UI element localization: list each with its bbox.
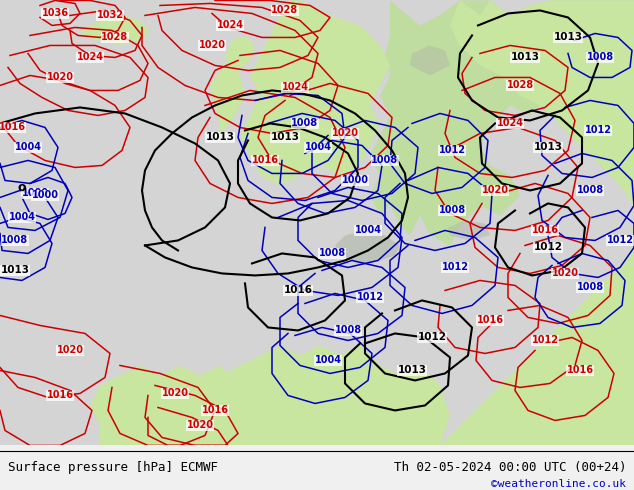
Text: 1028: 1028 bbox=[507, 80, 534, 91]
Text: 1032: 1032 bbox=[96, 10, 124, 21]
Text: 1020: 1020 bbox=[332, 128, 358, 139]
Text: Th 02-05-2024 00:00 UTC (00+24): Th 02-05-2024 00:00 UTC (00+24) bbox=[394, 461, 626, 473]
Text: 1020: 1020 bbox=[481, 185, 508, 196]
Text: 1024: 1024 bbox=[216, 21, 243, 30]
Text: 1016: 1016 bbox=[567, 366, 593, 375]
Text: 1012: 1012 bbox=[607, 236, 633, 245]
Text: 1008: 1008 bbox=[439, 205, 465, 216]
Text: 1004: 1004 bbox=[354, 225, 382, 236]
Text: 1012: 1012 bbox=[533, 243, 562, 252]
Text: 1016: 1016 bbox=[0, 122, 25, 132]
Text: 1020: 1020 bbox=[46, 73, 74, 82]
Polygon shape bbox=[240, 0, 390, 185]
Text: Surface pressure [hPa] ECMWF: Surface pressure [hPa] ECMWF bbox=[8, 461, 217, 473]
Text: 1000: 1000 bbox=[32, 191, 58, 200]
Text: 1024: 1024 bbox=[77, 52, 103, 62]
Polygon shape bbox=[440, 0, 634, 445]
Text: 1013: 1013 bbox=[1, 266, 30, 275]
Text: 1020: 1020 bbox=[552, 269, 578, 278]
Text: 1016: 1016 bbox=[531, 225, 559, 236]
Text: 1012: 1012 bbox=[418, 332, 446, 343]
Text: 1008: 1008 bbox=[372, 155, 399, 166]
Text: 1008: 1008 bbox=[335, 325, 361, 336]
Text: 1004: 1004 bbox=[304, 143, 332, 152]
Text: 1008: 1008 bbox=[576, 185, 604, 196]
Polygon shape bbox=[410, 46, 450, 75]
Polygon shape bbox=[448, 220, 490, 241]
Text: 1013: 1013 bbox=[533, 143, 562, 152]
Text: 1013: 1013 bbox=[271, 132, 299, 143]
Text: 1008: 1008 bbox=[586, 52, 614, 62]
Polygon shape bbox=[210, 60, 245, 135]
Text: ©weatheronline.co.uk: ©weatheronline.co.uk bbox=[491, 479, 626, 489]
Text: 1012: 1012 bbox=[585, 125, 612, 135]
Text: 1000: 1000 bbox=[22, 189, 48, 198]
Text: 1024: 1024 bbox=[496, 119, 524, 128]
Text: 1000: 1000 bbox=[342, 175, 368, 185]
Text: 1012: 1012 bbox=[531, 336, 559, 345]
Text: 1020: 1020 bbox=[56, 345, 84, 355]
Text: 1016: 1016 bbox=[283, 286, 313, 295]
Text: 1012: 1012 bbox=[439, 146, 465, 155]
Polygon shape bbox=[80, 16, 150, 46]
Text: 1028: 1028 bbox=[101, 32, 129, 43]
Text: 1008: 1008 bbox=[318, 248, 346, 258]
Text: 1008: 1008 bbox=[576, 282, 604, 293]
Text: 1020: 1020 bbox=[186, 420, 214, 430]
Text: 1036: 1036 bbox=[41, 8, 68, 19]
Text: 1024: 1024 bbox=[281, 82, 309, 93]
Text: o: o bbox=[18, 181, 26, 194]
Text: 1008: 1008 bbox=[1, 236, 29, 245]
Polygon shape bbox=[335, 230, 400, 266]
Text: 1013: 1013 bbox=[553, 32, 583, 43]
Text: 1004: 1004 bbox=[314, 355, 342, 366]
Polygon shape bbox=[90, 366, 250, 445]
Text: 1016: 1016 bbox=[46, 391, 74, 400]
Polygon shape bbox=[220, 345, 450, 445]
Text: 1008: 1008 bbox=[292, 119, 318, 128]
Text: 1016: 1016 bbox=[252, 155, 278, 166]
Text: 1016: 1016 bbox=[202, 405, 228, 416]
Text: 1016: 1016 bbox=[477, 316, 503, 325]
Text: 1012: 1012 bbox=[356, 293, 384, 302]
Text: 1013: 1013 bbox=[398, 366, 427, 375]
Text: 1020: 1020 bbox=[162, 389, 188, 398]
Text: 1004: 1004 bbox=[8, 213, 36, 222]
Text: 1020: 1020 bbox=[198, 41, 226, 50]
Polygon shape bbox=[370, 0, 634, 245]
Text: 1028: 1028 bbox=[271, 5, 299, 16]
Polygon shape bbox=[225, 35, 255, 75]
Text: 1013: 1013 bbox=[205, 132, 235, 143]
Text: 1012: 1012 bbox=[441, 263, 469, 272]
Text: 1013: 1013 bbox=[510, 52, 540, 62]
Text: 1004: 1004 bbox=[15, 143, 41, 152]
